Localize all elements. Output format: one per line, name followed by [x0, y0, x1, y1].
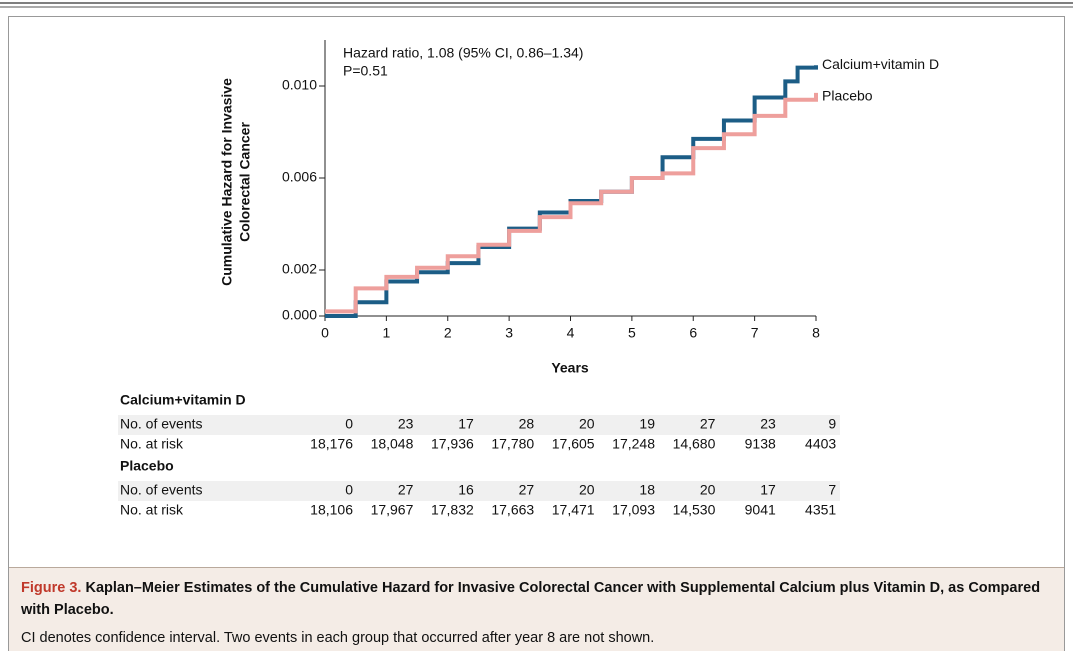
- x-tick-label: 5: [628, 325, 636, 341]
- figure-note: CI denotes confidence interval. Two even…: [21, 630, 655, 646]
- risk-cell: 17,663: [491, 502, 534, 518]
- x-tick-label: 0: [321, 325, 329, 341]
- x-tick-label: 4: [567, 325, 575, 341]
- row-stripe: [118, 415, 840, 435]
- risk-cell: 9041: [745, 502, 776, 518]
- risk-cell: 17,832: [431, 502, 474, 518]
- x-tick-label: 6: [689, 325, 697, 341]
- risk-cell: 23: [760, 416, 776, 432]
- figure-frame: [8, 16, 1065, 651]
- risk-cell: 0: [345, 482, 353, 498]
- risk-cell: 20: [579, 482, 595, 498]
- x-tick-label: 8: [812, 325, 820, 341]
- risk-cell: 28: [519, 416, 535, 432]
- risk-cell: 18: [639, 482, 655, 498]
- risk-cell: 17,936: [431, 436, 474, 452]
- series-label: Calcium+vitamin D: [822, 56, 939, 72]
- caption: Figure 3. Kaplan–Meier Estimates of the …: [9, 567, 1064, 651]
- risk-cell: 27: [398, 482, 414, 498]
- risk-cell: 17: [760, 482, 776, 498]
- risk-cell: 17,780: [491, 436, 534, 452]
- risk-cell: 7: [828, 482, 836, 498]
- risk-row-label: No. at risk: [120, 436, 184, 452]
- x-tick-label: 1: [382, 325, 390, 341]
- x-tick-label: 3: [505, 325, 513, 341]
- risk-cell: 18,048: [371, 436, 414, 452]
- risk-cell: 4403: [805, 436, 836, 452]
- series-label: Placebo: [822, 88, 873, 104]
- risk-cell: 14,680: [673, 436, 716, 452]
- risk-group: Calcium+vitamin D: [120, 392, 246, 408]
- annotation: Hazard ratio, 1.08 (95% CI, 0.86–1.34): [343, 45, 583, 61]
- risk-cell: 16: [458, 482, 474, 498]
- risk-cell: 9138: [745, 436, 776, 452]
- figure-title: Kaplan–Meier Estimates of the Cumulative…: [21, 580, 1041, 618]
- risk-cell: 9: [828, 416, 836, 432]
- annotation: P=0.51: [343, 63, 388, 79]
- risk-cell: 18,176: [310, 436, 353, 452]
- risk-cell: 23: [398, 416, 414, 432]
- figure-label: Figure 3.: [21, 580, 82, 596]
- risk-cell: 0: [345, 416, 353, 432]
- y-tick-label: 0.000: [282, 307, 317, 323]
- y-axis-label: Colorectal Cancer: [237, 122, 253, 242]
- risk-cell: 17,471: [552, 502, 595, 518]
- risk-cell: 14,530: [673, 502, 716, 518]
- risk-row-label: No. of events: [120, 416, 203, 432]
- risk-cell: 19: [639, 416, 655, 432]
- hazard-curve: [325, 92, 818, 314]
- risk-cell: 27: [700, 416, 716, 432]
- risk-cell: 4351: [805, 502, 836, 518]
- y-tick-label: 0.006: [282, 169, 317, 185]
- risk-cell: 20: [700, 482, 716, 498]
- risk-cell: 17,967: [371, 502, 414, 518]
- risk-cell: 20: [579, 416, 595, 432]
- x-axis-label: Years: [551, 360, 589, 376]
- y-tick-label: 0.002: [282, 261, 317, 277]
- risk-cell: 27: [519, 482, 535, 498]
- risk-cell: 17: [458, 416, 474, 432]
- row-stripe: [118, 481, 840, 501]
- x-tick-label: 7: [751, 325, 759, 341]
- risk-row-label: No. at risk: [120, 502, 184, 518]
- risk-row-label: No. of events: [120, 482, 203, 498]
- y-axis-label: Cumulative Hazard for Invasive: [219, 78, 235, 286]
- risk-cell: 17,248: [612, 436, 655, 452]
- risk-cell: 17,605: [552, 436, 595, 452]
- risk-cell: 18,106: [310, 502, 353, 518]
- y-tick-label: 0.010: [282, 77, 317, 93]
- risk-group: Placebo: [120, 458, 174, 474]
- risk-cell: 17,093: [612, 502, 655, 518]
- x-tick-label: 2: [444, 325, 452, 341]
